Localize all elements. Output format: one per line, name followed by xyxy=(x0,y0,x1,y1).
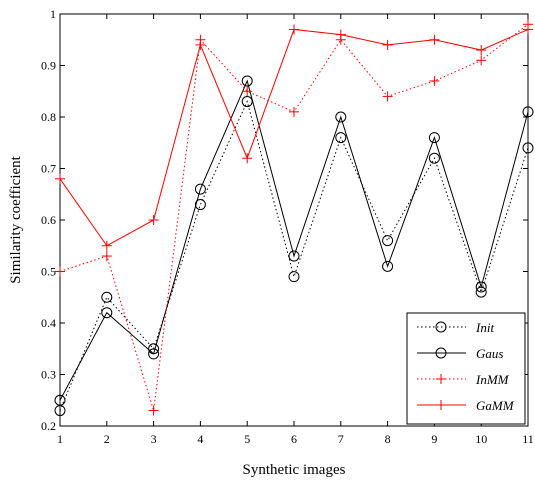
data-point-gamm xyxy=(55,173,65,184)
legend-marker-gaus xyxy=(435,347,447,359)
data-point-gamm xyxy=(101,240,112,251)
data-point-init xyxy=(101,291,113,303)
data-point-gamm xyxy=(195,39,206,50)
legend-label-init: Init xyxy=(475,320,494,335)
data-point-init xyxy=(288,271,300,283)
legend-label-gaus: Gaus xyxy=(476,346,503,361)
y-tick-label: 0.5 xyxy=(41,265,56,279)
data-point-gaus xyxy=(522,106,534,118)
data-point-init xyxy=(428,152,440,164)
data-point-inmm xyxy=(429,75,440,86)
data-point-gaus xyxy=(194,183,206,195)
data-point-inmm xyxy=(101,251,112,262)
x-tick-label: 4 xyxy=(197,432,203,446)
data-point-init xyxy=(522,142,534,154)
data-point-gaus xyxy=(101,307,113,319)
data-point-inmm xyxy=(382,91,393,102)
legend-entry-gaus: Gaus xyxy=(417,346,503,361)
x-tick-label: 6 xyxy=(291,432,297,446)
x-tick-label: 9 xyxy=(431,432,437,446)
legend-entry-init: Init xyxy=(417,320,494,335)
data-point-gaus xyxy=(382,260,394,272)
y-tick-label: 0.8 xyxy=(41,110,56,124)
data-point-inmm xyxy=(289,106,299,117)
legend: Init Gaus InMM GaMM xyxy=(406,312,526,425)
x-tick-label: 2 xyxy=(104,432,110,446)
y-tick-label: 0.7 xyxy=(41,162,56,176)
data-point-inmm xyxy=(242,86,253,97)
data-point-init xyxy=(194,199,206,211)
series-line-init xyxy=(59,100,529,411)
x-axis: 1 2 3 4 5 6 7 8 9 10 11 xyxy=(57,14,534,446)
legend-entry-gamm: GaMM xyxy=(417,398,515,413)
legend-label-gamm: GaMM xyxy=(476,398,515,413)
x-tick-label: 5 xyxy=(244,432,250,446)
y-tick-label: 0.3 xyxy=(41,368,56,382)
data-point-gaus xyxy=(288,250,300,262)
data-point-gaus xyxy=(475,281,487,293)
data-point-gamm xyxy=(148,215,159,225)
series-gaus xyxy=(54,75,534,406)
x-tick-label: 3 xyxy=(151,432,157,446)
data-point-gamm xyxy=(335,29,346,40)
data-point-gamm xyxy=(242,153,253,164)
x-tick-label: 7 xyxy=(338,432,344,446)
series-layer xyxy=(54,19,534,417)
y-tick-label: 0.9 xyxy=(41,59,56,73)
x-tick-label: 10 xyxy=(475,432,487,446)
data-point-gamm xyxy=(523,24,533,35)
data-point-gaus xyxy=(241,75,253,87)
data-point-gaus xyxy=(335,111,347,123)
data-point-gaus xyxy=(148,348,160,360)
y-tick-label: 1 xyxy=(50,7,56,21)
data-point-gamm xyxy=(289,24,299,35)
y-tick-label: 0.4 xyxy=(41,316,56,330)
x-tick-label: 11 xyxy=(522,432,534,446)
data-point-init xyxy=(382,235,394,247)
data-point-inmm xyxy=(476,55,487,66)
x-tick-label: 8 xyxy=(385,432,391,446)
series-line-gaus xyxy=(59,79,529,401)
y-tick-label: 0.6 xyxy=(41,213,56,227)
y-tick-label: 0.2 xyxy=(41,419,56,433)
data-point-gamm xyxy=(429,34,440,45)
series-inmm xyxy=(55,19,533,416)
x-axis-title: Synthetic images xyxy=(243,462,346,478)
y-axis: 0.2 0.3 0.4 0.5 0.6 0.7 0.8 0.9 1 xyxy=(41,7,528,433)
data-point-inmm xyxy=(148,405,159,416)
data-point-gaus xyxy=(428,132,440,144)
data-point-init xyxy=(335,132,347,144)
x-tick-label: 1 xyxy=(57,432,63,446)
series-gamm xyxy=(55,24,533,251)
legend-marker-gamm xyxy=(436,400,446,410)
data-point-inmm xyxy=(55,266,65,277)
data-point-gamm xyxy=(476,45,487,56)
y-axis-title: Similarity coefficient xyxy=(8,155,24,283)
legend-marker-inmm xyxy=(436,374,446,384)
series-init xyxy=(54,96,534,417)
legend-marker-init xyxy=(435,321,447,333)
legend-label-inmm: InMM xyxy=(475,372,510,387)
legend-entry-inmm: InMM xyxy=(417,372,510,387)
data-point-gaus xyxy=(54,394,66,406)
data-point-gamm xyxy=(382,39,393,50)
